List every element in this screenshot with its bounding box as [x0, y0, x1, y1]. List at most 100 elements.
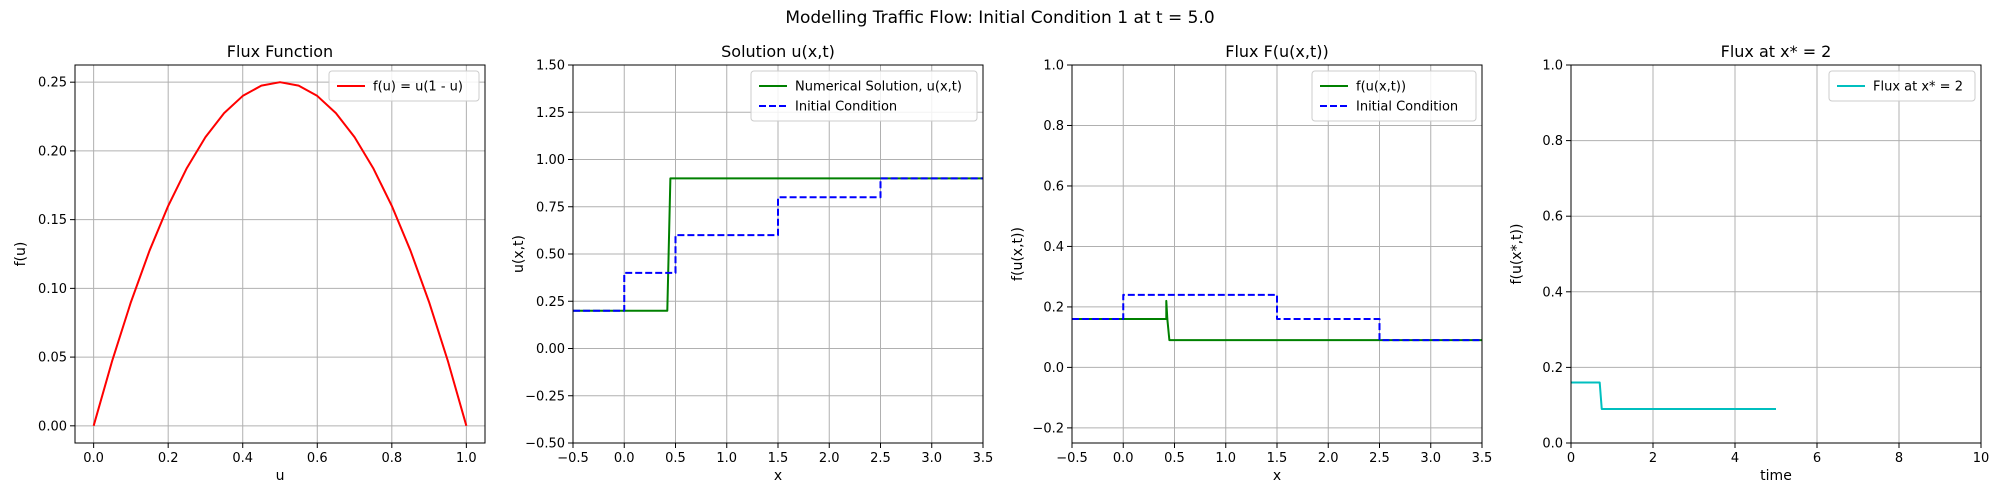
legend: f(u) = u(1 - u) — [328, 70, 480, 102]
axes-frame — [74, 64, 486, 444]
y-tick-label: 1.25 — [536, 106, 565, 121]
series-line-2 — [573, 177, 983, 312]
series-line-2 — [1072, 293, 1482, 342]
y-tick-label: 0.75 — [536, 200, 565, 215]
series-line-1 — [1571, 381, 1776, 410]
y-tick-label: 0.25 — [536, 295, 565, 310]
plot-area — [1571, 65, 1981, 443]
y-tick-label: 0.4 — [1043, 240, 1064, 255]
x-tick-label: 0.0 — [83, 451, 104, 466]
x-tick-label: −0.5 — [1056, 451, 1088, 466]
x-tick-label: 1.0 — [456, 451, 477, 466]
y-tick-label: 0.0 — [1542, 437, 1563, 452]
x-tick-label: 3.5 — [1472, 451, 1493, 466]
x-tick-label: 0.6 — [307, 451, 328, 466]
y-tick-label: 0.00 — [536, 342, 565, 357]
y-tick-label: −0.50 — [525, 437, 565, 452]
y-tick-label: 0.05 — [38, 351, 67, 366]
y-axis-label: f(u(x,t)) — [1010, 227, 1026, 281]
y-tick-label: 1.50 — [536, 59, 565, 74]
x-tick-label: 0.0 — [614, 451, 635, 466]
chart-title: Flux at x* = 2 — [1721, 42, 1832, 61]
figure-suptitle: Modelling Traffic Flow: Initial Conditio… — [785, 8, 1214, 28]
x-tick-label: 1.0 — [716, 451, 737, 466]
y-axis-label: f(u(x*,t)) — [1509, 224, 1525, 285]
x-tick-label: 1.0 — [1215, 451, 1236, 466]
series-line-1 — [573, 177, 983, 312]
chart-title: Flux Function — [227, 42, 333, 61]
y-tick-label: 0.10 — [38, 282, 67, 297]
plot-area — [75, 65, 485, 443]
legend-box — [1828, 70, 1976, 102]
legend: Numerical Solution, u(x,t) Initial Condit… — [750, 70, 978, 122]
y-tick-label: 0.4 — [1542, 285, 1563, 300]
x-tick-label: 0 — [1567, 451, 1575, 466]
x-tick-label: 8 — [1895, 451, 1903, 466]
y-tick-label: 0.6 — [1542, 210, 1563, 225]
y-tick-label: 0.20 — [38, 144, 67, 159]
x-tick-label: 3.0 — [921, 451, 942, 466]
x-axis-label: x — [774, 468, 782, 484]
x-tick-label: 0.5 — [1164, 451, 1185, 466]
x-tick-label: 6 — [1813, 451, 1821, 466]
x-tick-label: 0.4 — [232, 451, 253, 466]
x-tick-label: 10 — [1973, 451, 1990, 466]
y-tick-label: 0.25 — [38, 76, 67, 91]
legend-box — [328, 70, 480, 102]
y-tick-label: 1.0 — [1542, 59, 1563, 74]
y-tick-label: 0.6 — [1043, 179, 1064, 194]
x-tick-label: 1.5 — [768, 451, 789, 466]
y-tick-label: −0.2 — [1032, 421, 1064, 436]
legend-label: f(u) = u(1 - u) — [373, 80, 463, 95]
x-tick-label: 1.5 — [1267, 451, 1288, 466]
legend-label: f(u(x,t)) — [1356, 80, 1406, 95]
y-tick-label: 0.15 — [38, 213, 67, 228]
legend-box — [750, 70, 978, 122]
y-tick-label: 0.0 — [1043, 361, 1064, 376]
x-tick-label: 0.5 — [665, 451, 686, 466]
legend-box — [1311, 70, 1477, 122]
series-line-1 — [1072, 299, 1482, 342]
legend-label: Numerical Solution, u(x,t) — [795, 80, 962, 95]
chart-panel-4: 0 2 4 6 8 10 0.0 0.2 0.4 0.6 0.8 1.0 Flux at x* = 2 t… — [1509, 42, 1989, 484]
x-axis-label: time — [1760, 468, 1792, 484]
panels: 0.0 0.2 0.4 0.6 0.8 1.00.000.050.100.150.200.… — [13, 42, 1989, 484]
y-tick-label: 1.00 — [536, 153, 565, 168]
legend: Flux at x* = 2 — [1828, 70, 1976, 102]
y-tick-label: 1.0 — [1043, 59, 1064, 74]
y-tick-label: 0.50 — [536, 248, 565, 263]
x-tick-label: 0.2 — [158, 451, 179, 466]
y-tick-label: 0.00 — [38, 419, 67, 434]
legend: f(u(x,t)) Initial Condition — [1311, 70, 1477, 122]
legend-label: Initial Condition — [795, 100, 897, 115]
y-tick-label: 0.8 — [1043, 119, 1064, 134]
x-tick-label: 3.0 — [1420, 451, 1441, 466]
chart-title: Flux F(u(x,t)) — [1225, 42, 1328, 61]
y-axis-label: u(x,t) — [511, 235, 527, 273]
x-tick-label: 0.8 — [381, 451, 402, 466]
x-tick-label: 2.5 — [870, 451, 891, 466]
x-tick-label: 2.0 — [1318, 451, 1339, 466]
x-tick-label: 4 — [1731, 451, 1739, 466]
legend-label: Flux at x* = 2 — [1873, 80, 1963, 95]
y-tick-label: −0.25 — [525, 389, 565, 404]
x-axis-label: u — [276, 468, 285, 484]
x-axis-label: x — [1273, 468, 1281, 484]
x-tick-label: 3.5 — [973, 451, 994, 466]
y-tick-label: 0.2 — [1043, 300, 1064, 315]
x-tick-label: 2 — [1649, 451, 1657, 466]
y-axis-label: f(u) — [13, 242, 29, 267]
legend-label: Initial Condition — [1356, 100, 1458, 115]
y-tick-label: 0.2 — [1542, 361, 1563, 376]
x-tick-label: −0.5 — [557, 451, 589, 466]
series-line-1 — [92, 81, 468, 427]
x-tick-label: 0.0 — [1113, 451, 1134, 466]
chart-title: Solution u(x,t) — [721, 42, 835, 61]
x-tick-label: 2.5 — [1369, 451, 1390, 466]
y-tick-label: 0.8 — [1542, 134, 1563, 149]
chart-panel-3: −0.5 0.0 0.5 1.0 1.5 2.0 2.5 3.0 3.5 −0.2 0.0 0.2 0.… — [1010, 42, 1492, 484]
chart-panel-1: 0.0 0.2 0.4 0.6 0.8 1.0 0.00 0.05 0.10 0.15 0.20 0.… — [13, 42, 486, 484]
x-tick-label: 2.0 — [819, 451, 840, 466]
chart-panel-2: −0.5 0.0 0.5 1.0 1.5 2.0 2.5 3.0 3.5 −0.50 −0.25 0.… — [511, 42, 993, 484]
